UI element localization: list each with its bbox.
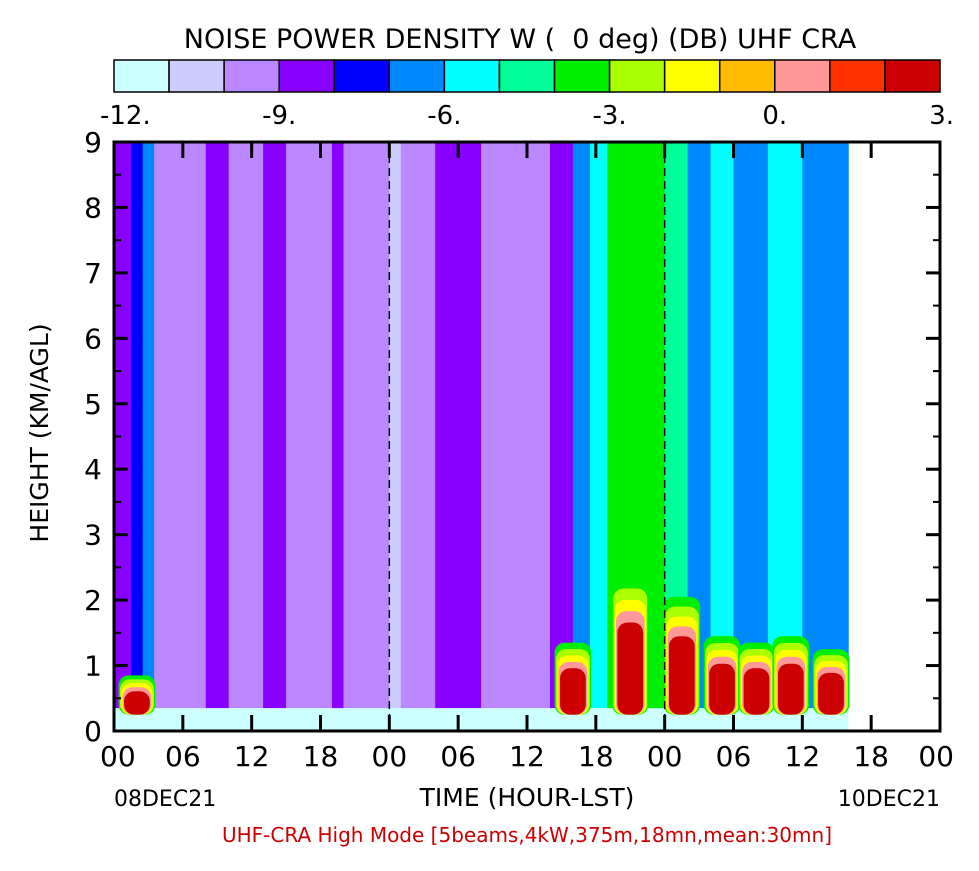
y-tick-label: 0 — [84, 715, 102, 748]
colorbar-swatch — [223, 59, 280, 93]
heatmap-column — [590, 142, 608, 709]
x-tick-label: 18 — [578, 740, 614, 773]
x-tick-label: 00 — [918, 740, 954, 773]
heatmap-column — [114, 142, 132, 709]
x-tick-label: 06 — [165, 740, 201, 773]
colorbar-tick-label: 3. — [929, 101, 954, 131]
heatmap-column — [142, 142, 155, 709]
heatmap-column — [389, 142, 402, 709]
heatmap-column — [343, 142, 390, 709]
end-date-label: 10DEC21 — [838, 787, 940, 812]
heatmap-column — [131, 142, 144, 709]
colorbar — [113, 59, 941, 93]
heatmap-plume — [772, 636, 810, 715]
colorbar-swatch — [278, 59, 336, 93]
chart-title: NOISE POWER DENSITY W ( 0 deg) (DB) UHF … — [184, 24, 857, 55]
start-date-label: 08DEC21 — [114, 787, 216, 812]
heatmap-column — [331, 142, 344, 709]
heatmap-column — [767, 142, 803, 709]
heatmap-column — [205, 142, 230, 709]
x-tick-label: 00 — [372, 740, 408, 773]
y-axis-label: HEIGHT (KM/AGL) — [25, 323, 54, 542]
heatmap-plume — [663, 596, 701, 715]
heatmap-plume — [554, 642, 592, 715]
colorbar-swatch — [388, 59, 446, 93]
heatmap-column — [286, 142, 333, 709]
heatmap-column — [802, 142, 849, 709]
plot-area — [114, 142, 850, 731]
x-tick-label: 00 — [100, 740, 136, 773]
colorbar-tick-label: -3. — [592, 101, 626, 131]
heatmap-column — [710, 142, 734, 709]
colorbar-swatch — [113, 59, 170, 93]
y-tick-label: 3 — [84, 519, 102, 552]
footer-mode-label: UHF-CRA High Mode [5beams,4kW,375m,18mn,… — [222, 823, 832, 847]
colorbar-swatch — [718, 59, 776, 93]
y-tick-label: 1 — [84, 650, 102, 683]
colorbar-swatch — [333, 59, 391, 93]
heatmap-column — [664, 142, 689, 709]
x-axis-label: TIME (HOUR-LST) — [419, 783, 635, 812]
heatmap-plume — [738, 642, 775, 715]
colorbar-tick-label: -6. — [427, 101, 461, 131]
colorbar-swatch — [884, 59, 941, 93]
colorbar-swatch — [829, 59, 886, 93]
x-tick-label: 06 — [440, 740, 476, 773]
x-tick-label: 18 — [853, 740, 889, 773]
x-tick-label: 12 — [234, 740, 270, 773]
x-tick-label: 12 — [509, 740, 545, 773]
colorbar-labels: -12. -9. -6. -3. 0. 3. — [100, 101, 954, 131]
colorbar-swatch — [498, 59, 556, 93]
colorbar-swatch — [168, 59, 225, 93]
colorbar-swatch — [774, 59, 831, 93]
colorbar-tick-label: 0. — [762, 101, 787, 131]
heatmap-column — [154, 142, 172, 709]
x-tick-label: 12 — [785, 740, 821, 773]
y-tick-label: 6 — [84, 322, 102, 355]
colorbar-tick-label: -9. — [262, 101, 296, 131]
heatmap-plume — [118, 675, 156, 715]
y-tick-label: 8 — [84, 191, 102, 224]
colorbar-swatch — [443, 59, 501, 93]
colorbar-swatch — [553, 59, 611, 93]
heatmap-column — [572, 142, 591, 709]
heatmap-plume — [611, 577, 649, 715]
heatmap-plume — [812, 649, 850, 715]
colorbar-swatch — [608, 59, 666, 93]
y-tick-label: 2 — [84, 584, 102, 617]
heatmap-column — [687, 142, 712, 709]
heatmap-plume — [703, 636, 741, 715]
heatmap-column — [733, 142, 769, 709]
x-tick-label: 18 — [303, 740, 339, 773]
y-tick-label: 4 — [84, 453, 102, 486]
heatmap-column — [263, 142, 287, 709]
y-tick-label: 9 — [84, 126, 102, 159]
surface-band — [114, 708, 849, 731]
colorbar-swatch — [663, 59, 721, 93]
colorbar-tick-label: -12. — [100, 101, 151, 131]
heatmap-column — [171, 142, 207, 709]
heatmap-column — [400, 142, 436, 709]
heatmap-column — [228, 142, 264, 709]
y-tick-label: 5 — [84, 388, 102, 421]
x-tick-label: 00 — [647, 740, 683, 773]
heatmap-column — [549, 142, 574, 709]
x-tick-label: 06 — [716, 740, 752, 773]
y-tick-label: 7 — [84, 257, 102, 290]
heatmap-column — [481, 142, 551, 709]
heatmap-column — [435, 142, 482, 709]
